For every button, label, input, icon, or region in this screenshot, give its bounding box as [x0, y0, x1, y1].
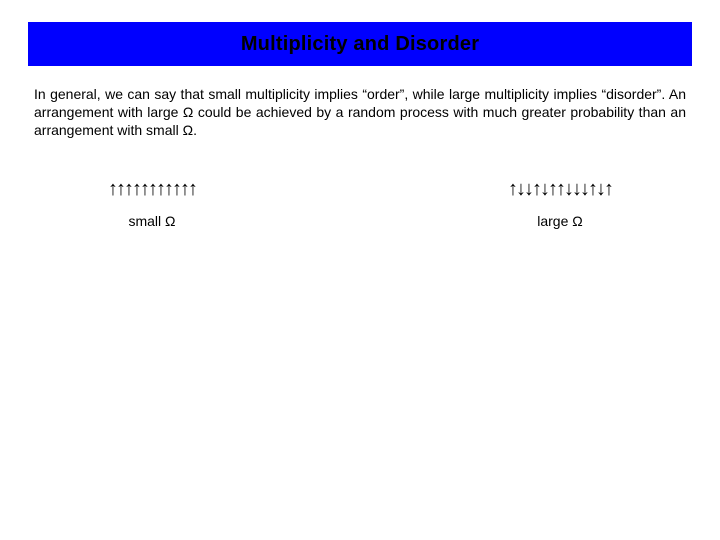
caption-right: large Ω [537, 213, 583, 229]
arrows-left: ↑↑↑↑↑↑↑↑↑↑↑ [108, 178, 196, 201]
arrows-row: ↑↑↑↑↑↑↑↑↑↑↑ small Ω ↑↓↓↑↓↑↑↓↓↓↑↓↑ large … [28, 178, 692, 229]
slide-title: Multiplicity and Disorder [241, 33, 479, 56]
example-right: ↑↓↓↑↓↑↑↓↓↓↑↓↑ large Ω [508, 178, 612, 229]
arrows-right: ↑↓↓↑↓↑↑↓↓↓↑↓↑ [508, 178, 612, 201]
title-bar: Multiplicity and Disorder [28, 22, 692, 66]
body-paragraph: In general, we can say that small multip… [28, 86, 692, 140]
slide-container: Multiplicity and Disorder In general, we… [0, 0, 720, 540]
example-left: ↑↑↑↑↑↑↑↑↑↑↑ small Ω [108, 178, 196, 229]
caption-left: small Ω [128, 213, 175, 229]
